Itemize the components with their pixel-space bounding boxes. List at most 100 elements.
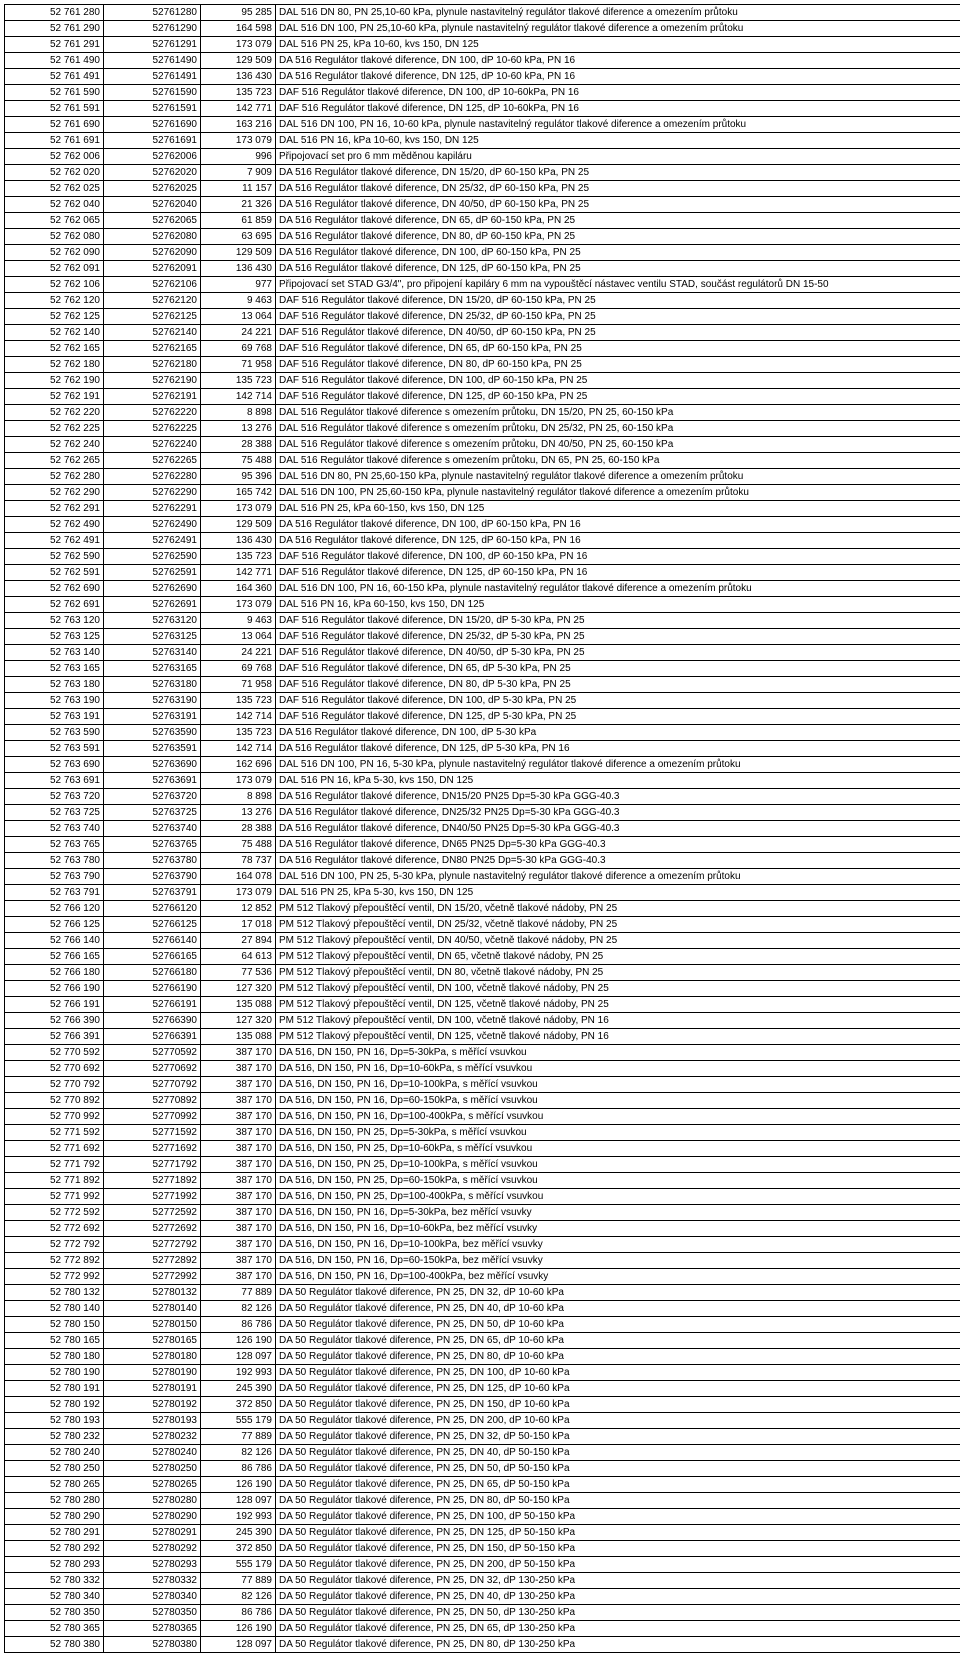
cell-description: DA 516, DN 150, PN 25, Dp=10-100kPa, s m…	[276, 1157, 960, 1173]
table-row: 52 763 720527637208 898DA 516 Regulátor …	[5, 789, 960, 805]
cell-price: 165 742	[201, 485, 276, 501]
table-row: 52 780 19152780191245 390DA 50 Regulátor…	[5, 1381, 960, 1397]
cell-price: 173 079	[201, 773, 276, 789]
table-row: 52 762 0805276208063 695DA 516 Regulátor…	[5, 229, 960, 245]
cell-description: DAF 516 Regulátor tlakové diference, DN …	[276, 389, 960, 405]
cell-description: DA 50 Regulátor tlakové diference, PN 25…	[276, 1509, 960, 1525]
cell-code_spaced: 52 770 792	[5, 1077, 104, 1093]
table-row: 52 780 29152780291245 390DA 50 Regulátor…	[5, 1525, 960, 1541]
table-row: 52 780 3325278033277 889DA 50 Regulátor …	[5, 1573, 960, 1589]
cell-price: 135 723	[201, 85, 276, 101]
table-row: 52 761 69052761690163 216DAL 516 DN 100,…	[5, 117, 960, 133]
cell-price: 126 190	[201, 1621, 276, 1637]
cell-price: 245 390	[201, 1381, 276, 1397]
cell-code: 52780193	[104, 1413, 201, 1429]
cell-price: 192 993	[201, 1365, 276, 1381]
cell-code_spaced: 52 766 190	[5, 981, 104, 997]
cell-description: DA 516 Regulátor tlakové diference, DN 2…	[276, 181, 960, 197]
cell-description: DA 516, DN 150, PN 16, Dp=60-150kPa, bez…	[276, 1253, 960, 1269]
cell-price: 129 509	[201, 53, 276, 69]
cell-description: DAF 516 Regulátor tlakové diference, DN …	[276, 309, 960, 325]
cell-description: DA 50 Regulátor tlakové diference, PN 25…	[276, 1525, 960, 1541]
cell-code: 52766140	[104, 933, 201, 949]
cell-code: 52766191	[104, 997, 201, 1013]
cell-code: 52780350	[104, 1605, 201, 1621]
table-row: 52 762 220527622208 898DAL 516 Regulátor…	[5, 405, 960, 421]
cell-code: 52762125	[104, 309, 201, 325]
cell-code: 52762065	[104, 213, 201, 229]
cell-code: 52762040	[104, 197, 201, 213]
table-row: 52 761 49152761491136 430DA 516 Reguláto…	[5, 69, 960, 85]
cell-price: 173 079	[201, 885, 276, 901]
table-row: 52 762 49152762491136 430DA 516 Reguláto…	[5, 533, 960, 549]
cell-price: 136 430	[201, 261, 276, 277]
cell-code: 52762106	[104, 277, 201, 293]
cell-description: DA 516, DN 150, PN 25, Dp=5-30kPa, s měř…	[276, 1125, 960, 1141]
cell-code: 52780250	[104, 1461, 201, 1477]
cell-code: 52762225	[104, 421, 201, 437]
cell-code: 52762591	[104, 565, 201, 581]
cell-price: 13 064	[201, 629, 276, 645]
cell-price: 136 430	[201, 533, 276, 549]
cell-description: DA 50 Regulátor tlakové diference, PN 25…	[276, 1445, 960, 1461]
table-row: 52 780 2325278023277 889DA 50 Regulátor …	[5, 1429, 960, 1445]
cell-code_spaced: 52 761 690	[5, 117, 104, 133]
cell-code: 52780140	[104, 1301, 201, 1317]
cell-code: 52770892	[104, 1093, 201, 1109]
table-row: 52 763 7255276372513 276DA 516 Regulátor…	[5, 805, 960, 821]
cell-code_spaced: 52 780 265	[5, 1477, 104, 1493]
cell-price: 142 714	[201, 389, 276, 405]
cell-description: DAF 516 Regulátor tlakové diference, DN …	[276, 629, 960, 645]
cell-code_spaced: 52 766 125	[5, 917, 104, 933]
cell-code_spaced: 52 762 691	[5, 597, 104, 613]
cell-code: 52780290	[104, 1509, 201, 1525]
cell-code_spaced: 52 780 350	[5, 1605, 104, 1621]
cell-description: DA 50 Regulátor tlakové diference, PN 25…	[276, 1541, 960, 1557]
cell-description: DAL 516 PN 16, kPa 5-30, kvs 150, DN 125	[276, 773, 960, 789]
table-row: 52 780 1325278013277 889DA 50 Regulátor …	[5, 1285, 960, 1301]
cell-description: DAF 516 Regulátor tlakové diference, DN …	[276, 565, 960, 581]
cell-code: 52762690	[104, 581, 201, 597]
cell-code_spaced: 52 772 792	[5, 1237, 104, 1253]
cell-price: 387 170	[201, 1189, 276, 1205]
cell-description: DAL 516 Regulátor tlakové diference s om…	[276, 405, 960, 421]
table-row: 52 762 09052762090129 509DA 516 Reguláto…	[5, 245, 960, 261]
table-row: 52 772 79252772792387 170DA 516, DN 150,…	[5, 1237, 960, 1253]
cell-code: 52763720	[104, 789, 201, 805]
cell-code_spaced: 52 762 225	[5, 421, 104, 437]
table-row: 52 771 79252771792387 170DA 516, DN 150,…	[5, 1157, 960, 1173]
cell-price: 24 221	[201, 645, 276, 661]
table-row: 52 763 59052763590135 723DA 516 Reguláto…	[5, 725, 960, 741]
cell-price: 127 320	[201, 981, 276, 997]
cell-price: 387 170	[201, 1173, 276, 1189]
table-row: 52 762 020527620207 909DA 516 Regulátor …	[5, 165, 960, 181]
cell-code_spaced: 52 762 491	[5, 533, 104, 549]
cell-code_spaced: 52 763 780	[5, 853, 104, 869]
cell-code_spaced: 52 763 791	[5, 885, 104, 901]
table-row: 52 780 29352780293555 179DA 50 Regulátor…	[5, 1557, 960, 1573]
cell-code: 52766165	[104, 949, 201, 965]
cell-price: 387 170	[201, 1109, 276, 1125]
cell-description: DA 516, DN 150, PN 25, Dp=100-400kPa, s …	[276, 1189, 960, 1205]
cell-code: 52780292	[104, 1541, 201, 1557]
cell-price: 142 771	[201, 565, 276, 581]
table-row: 52 766 1805276618077 536PM 512 Tlakový p…	[5, 965, 960, 981]
cell-code_spaced: 52 761 290	[5, 21, 104, 37]
cell-price: 128 097	[201, 1637, 276, 1653]
cell-price: 173 079	[201, 37, 276, 53]
cell-code: 52763180	[104, 677, 201, 693]
cell-code_spaced: 52 763 191	[5, 709, 104, 725]
cell-description: DA 50 Regulátor tlakové diference, PN 25…	[276, 1381, 960, 1397]
cell-code_spaced: 52 762 080	[5, 229, 104, 245]
table-row: 52 766 39152766391135 088PM 512 Tlakový …	[5, 1029, 960, 1045]
cell-code_spaced: 52 762 291	[5, 501, 104, 517]
cell-price: 127 320	[201, 1013, 276, 1029]
cell-code: 52762180	[104, 357, 201, 373]
cell-code_spaced: 52 766 180	[5, 965, 104, 981]
cell-code_spaced: 52 762 265	[5, 453, 104, 469]
cell-description: DAF 516 Regulátor tlakové diference, DN …	[276, 341, 960, 357]
cell-description: DAL 516 PN 16, kPa 10-60, kvs 150, DN 12…	[276, 133, 960, 149]
cell-price: 555 179	[201, 1557, 276, 1573]
table-row: 52 762 49052762490129 509DA 516 Reguláto…	[5, 517, 960, 533]
cell-description: DA 50 Regulátor tlakové diference, PN 25…	[276, 1285, 960, 1301]
